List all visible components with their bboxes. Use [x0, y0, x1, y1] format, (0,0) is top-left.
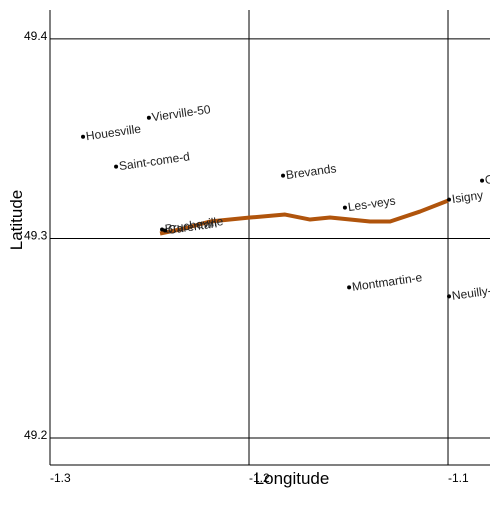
city-point: [447, 294, 452, 299]
city-label: Montmartin-e: [351, 270, 423, 294]
x-tick-label: -1.2: [249, 471, 270, 485]
y-tick-label: 49.4: [24, 29, 48, 43]
city-point: [146, 115, 151, 120]
city-point: [347, 285, 352, 290]
city-point: [81, 134, 86, 139]
city-label: Houesville: [85, 122, 142, 144]
city-label: Vierville-50: [151, 102, 212, 124]
city-label: Os: [484, 171, 500, 187]
y-tick-label: 49.3: [24, 228, 48, 242]
city-label: Carentan: [167, 216, 218, 237]
y-tick-label: 49.2: [24, 428, 48, 442]
city-label: Brevands: [285, 161, 337, 182]
city-point: [114, 164, 119, 169]
x-tick-label: -1.3: [50, 471, 71, 485]
plot-area: Houesville Vierville-50 Saint-come-d Brevan…: [50, 10, 500, 465]
x-tick-label: -1.1: [448, 471, 469, 485]
x-axis-label: Longitude: [255, 469, 330, 488]
city-point: [447, 197, 452, 202]
city-label: Les-veys: [347, 194, 397, 215]
route-line: [159, 198, 449, 236]
city-label: Isigny: [451, 188, 484, 206]
city-label: Neuilly-l: [451, 283, 495, 303]
city-point: [480, 178, 485, 183]
city-label: Saint-come-d: [118, 149, 191, 173]
city-point: [342, 205, 347, 210]
y-axis-label: Latitude: [7, 190, 26, 251]
city-point: [163, 228, 168, 233]
city-point: [281, 173, 286, 178]
